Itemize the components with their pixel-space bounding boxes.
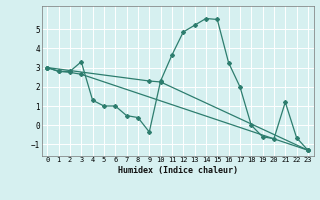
X-axis label: Humidex (Indice chaleur): Humidex (Indice chaleur) bbox=[118, 166, 237, 175]
